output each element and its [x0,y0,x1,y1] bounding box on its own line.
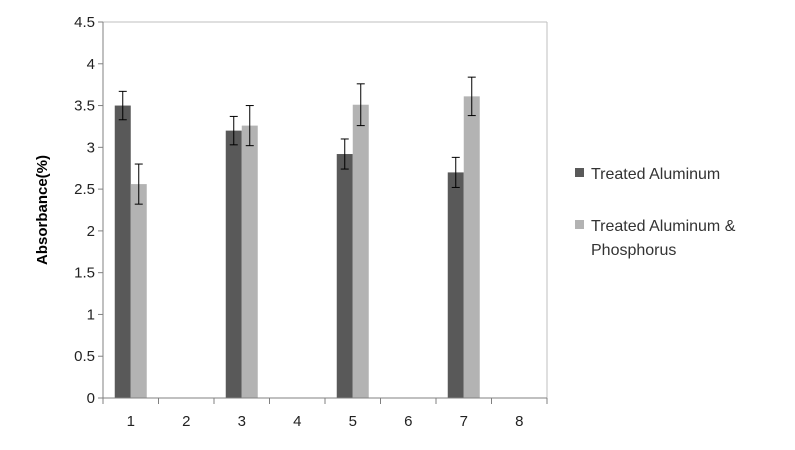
error-bars [118,76,476,205]
bars [114,96,480,399]
bar-series-1-cat-1 [114,105,131,399]
y-tick-label: 1.5 [74,265,95,282]
legend: Treated Aluminum Treated Aluminum & Phosph… [575,166,736,259]
y-axis: 0 0.5 1 1.5 2 2.5 3 3.5 4 4.5 [74,14,104,407]
y-tick-label: 2.5 [74,181,95,198]
y-tick-label: 4 [87,56,95,73]
x-tick-label: 3 [238,413,246,430]
y-axis-title: Absorbance(%) [34,155,51,265]
x-tick-label: 4 [293,413,301,430]
y-tick-label: 1 [87,306,95,323]
error-bar-series-2-cat-1 [134,163,143,205]
bar-series-2-cat-3 [241,125,258,398]
y-tick-label: 0 [87,390,95,407]
y-tick-label: 2 [87,223,95,240]
error-bar-series-1-cat-1 [118,90,127,121]
x-tick-label: 1 [127,413,135,430]
x-axis: 1 2 3 4 5 6 7 8 [102,397,548,430]
y-tick-label: 3 [87,139,95,156]
legend-label-line: Phosphorus [591,242,676,259]
legend-label-line: Treated Aluminum & [591,218,736,235]
y-tick-label: 4.5 [74,14,95,31]
y-tick-label: 3.5 [74,98,95,115]
x-tick-label: 7 [460,413,468,430]
x-tick-label: 2 [182,413,190,430]
bar-series-2-cat-5 [352,104,369,398]
error-bar-series-2-cat-3 [245,105,254,147]
plot-frame [103,21,548,398]
x-tick-label: 8 [515,413,523,430]
error-bar-series-1-cat-3 [229,115,238,146]
bar-series-1-cat-5 [336,154,353,398]
bar-series-2-cat-7 [463,96,480,398]
error-bar-series-2-cat-5 [356,83,365,127]
error-bar-series-1-cat-5 [340,138,349,170]
y-tick-label: 0.5 [74,348,95,365]
bar-series-1-cat-3 [225,130,242,398]
legend-swatch-1 [575,168,584,177]
legend-label-1: Treated Aluminum [591,166,720,183]
bar-series-1-cat-7 [447,172,464,398]
x-tick-label: 6 [404,413,412,430]
legend-label-2: Treated Aluminum & Phosphorus [591,218,736,259]
error-bar-series-1-cat-7 [451,156,460,188]
error-bar-series-2-cat-7 [467,76,476,117]
legend-label-line: Treated Aluminum [591,166,720,183]
legend-swatch-2 [575,220,584,229]
bar-series-2-cat-1 [130,184,147,398]
x-tick-label: 5 [349,413,357,430]
